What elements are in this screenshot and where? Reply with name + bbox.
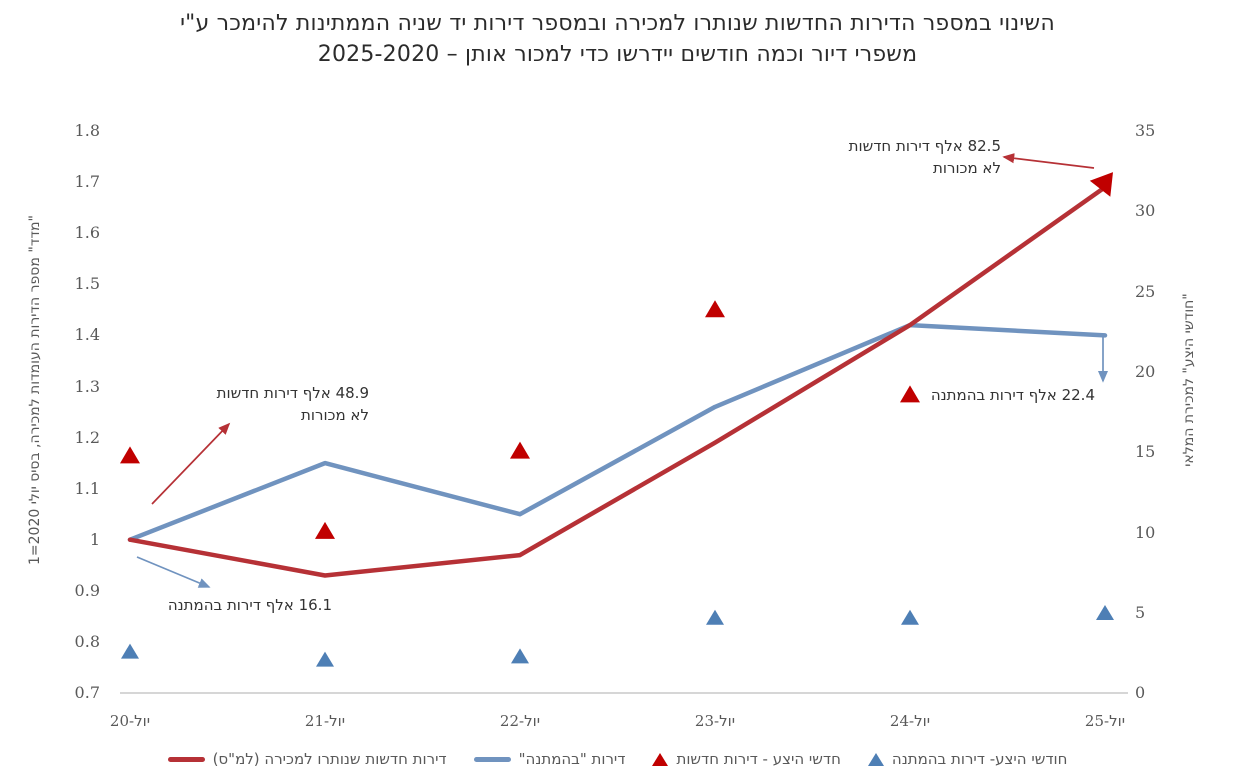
- legend-item: דירות "בהמתנה": [473, 750, 626, 768]
- triangle-marker: [315, 521, 335, 539]
- legend-item-label: חודשי היצע- דירות בהמתנה: [891, 750, 1068, 768]
- left-axis-tick-label: 1.1: [74, 479, 100, 498]
- annotation-82-5: 82.5 אלף דירות חדשות לא מכורות: [771, 135, 1001, 179]
- legend-line-marker-icon: [167, 756, 205, 762]
- triangle-marker: [121, 643, 139, 659]
- right-axis-tick-label: 20: [1135, 362, 1156, 381]
- right-axis-tick-label: 25: [1135, 282, 1156, 301]
- legend-item-label: חדשי היצע - דירות חדשות: [676, 750, 841, 768]
- right-axis-tick-label: 10: [1135, 523, 1156, 542]
- legend-item: דירות חדשות שנותרו למכירה (למ"ס): [167, 750, 447, 768]
- annotation-arrow: [1002, 153, 1095, 169]
- legend-item: חדשי היצע - דירות חדשות: [652, 750, 841, 768]
- legend-line-marker-icon: [473, 756, 511, 762]
- right-axis-tick-label: 35: [1135, 121, 1156, 140]
- chart-title-line1: השינוי במספר הדירות החדשות שנותרו למכירה…: [180, 11, 1055, 36]
- line-series: [127, 184, 1108, 578]
- left-axis-tick-label: 1.2: [74, 428, 100, 447]
- x-axis-tick-label: יול-23: [694, 712, 736, 730]
- annotation-16-1: 16.1 אלף דירות בהמתנה: [102, 594, 332, 616]
- annotation-22-4: 22.4 אלף דירות בהמתנה: [910, 384, 1095, 406]
- x-axis-tick-label: יול-20: [109, 712, 151, 730]
- line-series: [127, 322, 1108, 542]
- legend-item-label: דירות חדשות שנותרו למכירה (למ"ס): [212, 750, 447, 768]
- x-axis-tick-label: יול-22: [499, 712, 541, 730]
- x-axis-tick-label: יול-24: [889, 712, 931, 730]
- annotation-16-1-line1: 16.1 אלף דירות בהמתנה: [167, 596, 332, 614]
- left-axis-tick-label: 1.4: [74, 325, 100, 344]
- triangle-marker: [511, 648, 529, 664]
- legend-triangle-marker-icon: [867, 752, 884, 766]
- left-axis-tick-label: 1.6: [74, 223, 100, 242]
- triangle-marker: [900, 385, 920, 403]
- left-axis-tick-label: 1.5: [74, 274, 100, 293]
- annotation-82-5-line1: 82.5 אלף דירות חדשות: [848, 137, 1001, 155]
- triangle-marker: [316, 651, 334, 667]
- triangle-marker: [706, 609, 724, 625]
- chart-title-line2: משפרי דיור וכמה חודשים יידרשו כדי למכור …: [317, 42, 918, 67]
- left-axis-tick-label: 1: [89, 530, 100, 549]
- triangle-marker: [1089, 172, 1113, 197]
- triangle-marker: [120, 446, 140, 464]
- left-axis-tick-label: 0.9: [74, 581, 100, 600]
- right-axis-tick-label: 5: [1135, 603, 1146, 622]
- annotation-arrow: [151, 422, 231, 505]
- left-axis-tick-label: 1.8: [74, 121, 100, 140]
- right-axis-tick-label: 30: [1135, 201, 1156, 220]
- left-axis-tick-label: 1.7: [74, 172, 100, 191]
- left-axis-tick-label: 0.7: [74, 683, 100, 702]
- annotation-48-9-line2: לא מכורות: [301, 406, 369, 424]
- chart-legend: דירות חדשות שנותרו למכירה (למ"ס) דירות "ב…: [0, 750, 1235, 768]
- left-axis-tick-label: 1.3: [74, 377, 100, 396]
- x-axis-tick-label: יול-25: [1084, 712, 1126, 730]
- chart-title: השינוי במספר הדירות החדשות שנותרו למכירה…: [15, 8, 1220, 70]
- annotation-arrow: [136, 556, 211, 588]
- annotation-48-9-line1: 48.9 אלף דירות חדשות: [216, 384, 369, 402]
- triangle-marker: [705, 300, 725, 318]
- left-axis-tick-label: 0.8: [74, 632, 100, 651]
- annotation-48-9: 48.9 אלף דירות חדשות לא מכורות: [139, 382, 369, 426]
- triangle-marker: [510, 441, 530, 459]
- legend-triangle-marker-icon: [652, 752, 669, 766]
- annotation-22-4-line1: 22.4 אלף דירות בהמתנה: [930, 386, 1095, 404]
- legend-item: חודשי היצע- דירות בהמתנה: [867, 750, 1068, 768]
- triangle-marker: [1096, 605, 1114, 620]
- annotation-82-5-line2: לא מכורות: [933, 159, 1001, 177]
- right-axis-tick-label: 0: [1135, 683, 1146, 702]
- right-axis-tick-label: 15: [1135, 442, 1156, 461]
- legend-item-label: דירות "בהמתנה": [518, 750, 626, 768]
- triangle-marker: [901, 609, 919, 625]
- x-axis-tick-label: יול-21: [304, 712, 346, 730]
